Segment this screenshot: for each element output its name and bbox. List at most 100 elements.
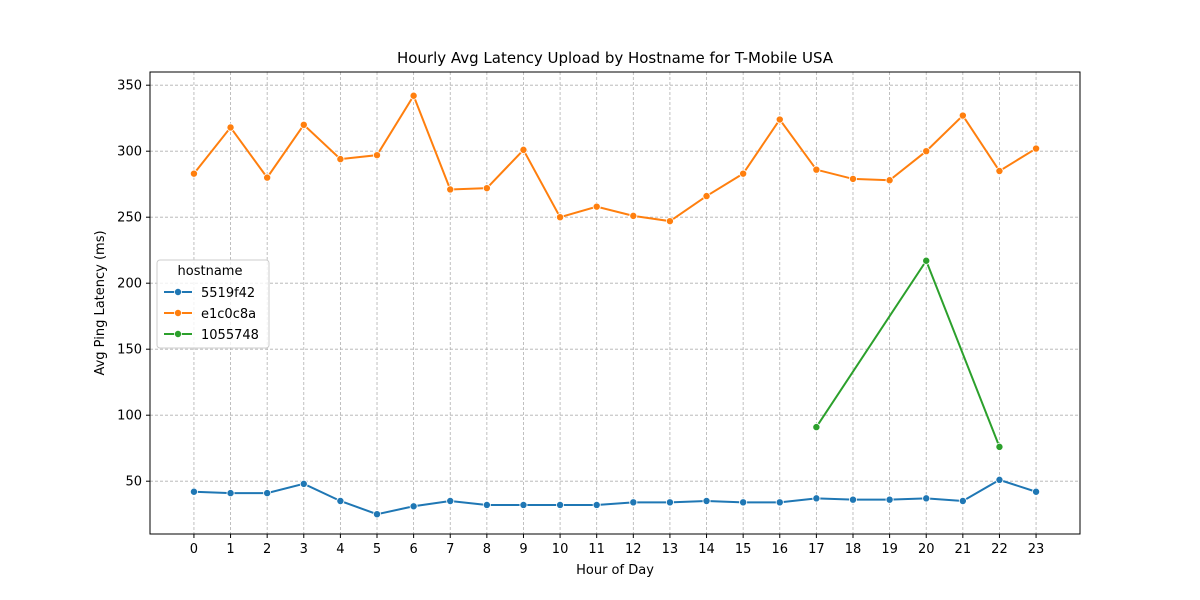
series-line (193, 478, 1037, 516)
data-point (373, 510, 382, 519)
y-tick-label: 350 (117, 79, 142, 94)
data-point (189, 487, 198, 496)
legend-box (156, 259, 270, 349)
data-point (592, 202, 601, 211)
series-e1c0c8a (189, 91, 1041, 226)
x-tick-label: 21 (955, 542, 972, 557)
data-point (482, 184, 491, 193)
x-tick-label: 14 (698, 542, 715, 557)
x-tick-label: 13 (662, 542, 679, 557)
data-point (885, 176, 894, 185)
data-point (409, 91, 418, 100)
x-axis-ticks: 0 1 2 3 4 5 6 7 8 9 10 11 12 13 14 15 16 17 18 19 20 21 22 23 (190, 534, 1045, 557)
legend-entry: 1055748 (164, 328, 259, 343)
legend-marker (173, 308, 182, 317)
x-tick-label: 19 (881, 542, 898, 557)
legend-items: 5519f42 e1c0c8a 1055748 (164, 286, 259, 343)
series-line (193, 93, 1037, 223)
series-line (815, 258, 1001, 448)
data-point (702, 192, 711, 201)
data-point (775, 498, 784, 507)
data-point (922, 494, 931, 503)
data-point (373, 151, 382, 160)
data-point (812, 423, 821, 432)
data-point (226, 489, 235, 498)
x-tick-label: 15 (735, 542, 752, 557)
data-point (299, 479, 308, 488)
x-tick-label: 0 (190, 542, 198, 557)
series-5519f42 (189, 475, 1041, 519)
x-tick-label: 12 (625, 542, 642, 557)
data-point (995, 442, 1004, 451)
x-tick-label: 8 (483, 542, 491, 557)
data-point (446, 496, 455, 505)
data-point (519, 145, 528, 154)
data-point (336, 155, 345, 164)
legend-entry: 5519f42 (164, 286, 255, 301)
x-tick-label: 4 (336, 542, 344, 557)
data-point (812, 494, 821, 503)
data-point (263, 489, 272, 498)
legend-marker (173, 287, 182, 296)
chart-title: Hourly Avg Latency Upload by Hostname fo… (397, 49, 834, 67)
data-point (336, 496, 345, 505)
data-point (848, 495, 857, 504)
y-tick-label: 200 (117, 277, 142, 292)
x-tick-label: 23 (1028, 542, 1045, 557)
x-tick-label: 1 (226, 542, 234, 557)
x-tick-label: 16 (771, 542, 788, 557)
data-point (848, 174, 857, 183)
x-tick-label: 18 (845, 542, 862, 557)
x-tick-label: 22 (991, 542, 1008, 557)
data-point (299, 120, 308, 129)
legend: hostname 5519f42 e1c0c8a 1055748 (156, 259, 270, 349)
x-tick-label: 6 (409, 542, 417, 557)
legend-label: 1055748 (201, 328, 259, 343)
data-point (922, 256, 931, 265)
x-axis-label: Hour of Day (576, 563, 654, 578)
x-tick-label: 7 (446, 542, 454, 557)
y-tick-label: 300 (117, 145, 142, 160)
data-point (665, 498, 674, 507)
data-point (189, 169, 198, 178)
data-point (702, 496, 711, 505)
data-point (665, 217, 674, 226)
y-tick-label: 50 (125, 475, 142, 490)
legend-label: e1c0c8a (201, 307, 256, 322)
data-point (812, 165, 821, 174)
data-point (922, 147, 931, 156)
legend-marker (173, 329, 182, 338)
series-layer (189, 91, 1041, 519)
data-point (739, 169, 748, 178)
y-tick-label: 150 (117, 343, 142, 358)
y-tick-label: 250 (117, 211, 142, 226)
x-tick-label: 9 (519, 542, 527, 557)
legend-entry: e1c0c8a (164, 307, 256, 322)
data-point (1032, 487, 1041, 496)
data-point (629, 498, 638, 507)
data-point (739, 498, 748, 507)
data-point (226, 123, 235, 132)
plot-frame (149, 71, 1081, 535)
y-axis-ticks: 50 100 150 200 250 300 350 (117, 79, 150, 490)
x-tick-label: 10 (552, 542, 569, 557)
data-point (556, 500, 565, 509)
data-point (629, 211, 638, 220)
data-point (592, 500, 601, 509)
grid-lines (150, 72, 1080, 534)
x-tick-label: 20 (918, 542, 935, 557)
y-tick-label: 100 (117, 409, 142, 424)
data-point (775, 115, 784, 124)
data-point (519, 500, 528, 509)
data-point (1032, 144, 1041, 153)
x-tick-label: 5 (373, 542, 381, 557)
data-point (958, 496, 967, 505)
x-tick-label: 17 (808, 542, 825, 557)
data-point (482, 500, 491, 509)
data-point (446, 185, 455, 194)
data-point (263, 173, 272, 182)
x-tick-label: 3 (300, 542, 308, 557)
legend-label: 5519f42 (201, 286, 255, 301)
x-tick-label: 11 (588, 542, 605, 557)
